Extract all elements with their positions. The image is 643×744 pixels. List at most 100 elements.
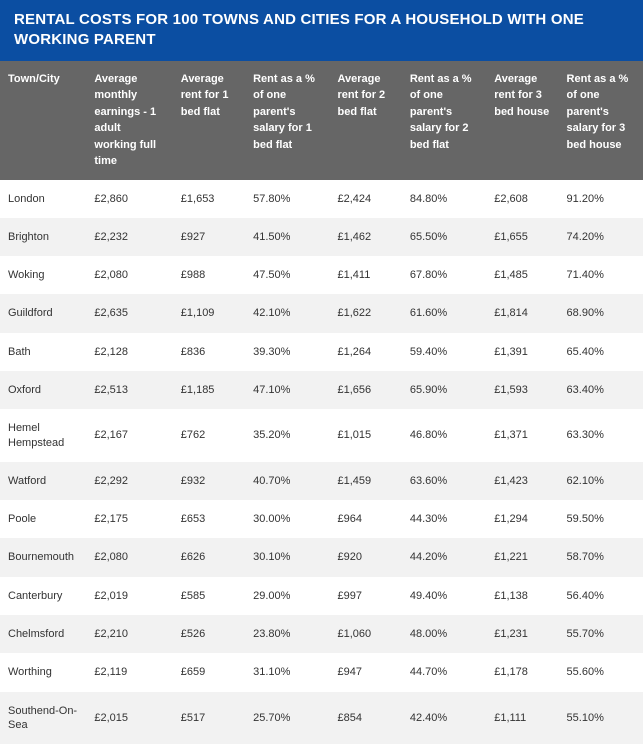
column-header: Town/City — [0, 61, 86, 180]
table-cell: 49.40% — [402, 577, 486, 615]
table-row: Canterbury£2,019£58529.00%£99749.40%£1,1… — [0, 577, 643, 615]
table-cell: Woking — [0, 256, 86, 294]
table-cell: £2,513 — [86, 371, 172, 409]
table-cell: £1,231 — [486, 615, 558, 653]
table-cell: £653 — [173, 500, 245, 538]
table-cell: £947 — [330, 653, 402, 691]
table-cell: 68.90% — [559, 294, 643, 332]
table-cell: £2,232 — [86, 218, 172, 256]
table-cell: £920 — [330, 538, 402, 576]
table-row: Chelmsford£2,210£52623.80%£1,06048.00%£1… — [0, 615, 643, 653]
table-cell: £2,608 — [486, 180, 558, 218]
table-cell: £854 — [330, 692, 402, 744]
column-header: Rent as a % of one parent's salary for 3… — [559, 61, 643, 180]
table-cell: London — [0, 180, 86, 218]
table-cell: Guildford — [0, 294, 86, 332]
table-cell: Worthing — [0, 653, 86, 691]
table-cell: £626 — [173, 538, 245, 576]
table-cell: £1,111 — [486, 692, 558, 744]
table-cell: 71.40% — [559, 256, 643, 294]
table-cell: 35.20% — [245, 409, 329, 462]
table-row: Bath£2,128£83639.30%£1,26459.40%£1,39165… — [0, 333, 643, 371]
table-cell: £836 — [173, 333, 245, 371]
table-cell: £1,593 — [486, 371, 558, 409]
header-row: Town/CityAverage monthly earnings - 1 ad… — [0, 61, 643, 180]
table-cell: £2,175 — [86, 500, 172, 538]
table-cell: £1,109 — [173, 294, 245, 332]
table-cell: 46.80% — [402, 409, 486, 462]
table-cell: £2,635 — [86, 294, 172, 332]
table-cell: £2,167 — [86, 409, 172, 462]
table-cell: Canterbury — [0, 577, 86, 615]
table-cell: £1,060 — [330, 615, 402, 653]
table-row: Guildford£2,635£1,10942.10%£1,62261.60%£… — [0, 294, 643, 332]
table-row: Bournemouth£2,080£62630.10%£92044.20%£1,… — [0, 538, 643, 576]
column-header: Average rent for 2 bed flat — [330, 61, 402, 180]
table-cell: £1,622 — [330, 294, 402, 332]
table-cell: 57.80% — [245, 180, 329, 218]
table-row: London£2,860£1,65357.80%£2,42484.80%£2,6… — [0, 180, 643, 218]
column-header: Rent as a % of one parent's salary for 2… — [402, 61, 486, 180]
table-cell: £1,655 — [486, 218, 558, 256]
table-cell: 39.30% — [245, 333, 329, 371]
table-row: Southend-On-Sea£2,015£51725.70%£85442.40… — [0, 692, 643, 744]
table-cell: 59.50% — [559, 500, 643, 538]
table-cell: £1,221 — [486, 538, 558, 576]
table-cell: 63.40% — [559, 371, 643, 409]
table-cell: Chelmsford — [0, 615, 86, 653]
table-cell: 40.70% — [245, 462, 329, 500]
table-cell: £1,391 — [486, 333, 558, 371]
table-cell: £2,128 — [86, 333, 172, 371]
table-cell: Brighton — [0, 218, 86, 256]
table-cell: 30.10% — [245, 538, 329, 576]
table-cell: 47.50% — [245, 256, 329, 294]
table-row: Oxford£2,513£1,18547.10%£1,65665.90%£1,5… — [0, 371, 643, 409]
table-cell: 42.10% — [245, 294, 329, 332]
table-cell: £2,015 — [86, 692, 172, 744]
table-cell: Hemel Hempstead — [0, 409, 86, 462]
column-header: Average rent for 3 bed house — [486, 61, 558, 180]
table-cell: £2,119 — [86, 653, 172, 691]
table-cell: 65.50% — [402, 218, 486, 256]
column-header: Average monthly earnings - 1 adult worki… — [86, 61, 172, 180]
table-cell: 55.60% — [559, 653, 643, 691]
table-cell: £1,371 — [486, 409, 558, 462]
table-head: Town/CityAverage monthly earnings - 1 ad… — [0, 61, 643, 180]
table-cell: 44.30% — [402, 500, 486, 538]
table-cell: £1,653 — [173, 180, 245, 218]
table-cell: £2,424 — [330, 180, 402, 218]
table-cell: £1,294 — [486, 500, 558, 538]
table-cell: 47.10% — [245, 371, 329, 409]
table-cell: 62.10% — [559, 462, 643, 500]
table-cell: Oxford — [0, 371, 86, 409]
table-row: Hemel Hempstead£2,167£76235.20%£1,01546.… — [0, 409, 643, 462]
table-cell: 59.40% — [402, 333, 486, 371]
table-cell: 65.40% — [559, 333, 643, 371]
table-cell: £964 — [330, 500, 402, 538]
table-cell: £1,462 — [330, 218, 402, 256]
table-cell: Bath — [0, 333, 86, 371]
table-cell: 63.30% — [559, 409, 643, 462]
rental-costs-table: Town/CityAverage monthly earnings - 1 ad… — [0, 61, 643, 744]
table-cell: £1,015 — [330, 409, 402, 462]
table-cell: 65.90% — [402, 371, 486, 409]
table-cell: 44.70% — [402, 653, 486, 691]
table-cell: 25.70% — [245, 692, 329, 744]
column-header: Average rent for 1 bed flat — [173, 61, 245, 180]
table-cell: £1,423 — [486, 462, 558, 500]
table-cell: 67.80% — [402, 256, 486, 294]
table-cell: Poole — [0, 500, 86, 538]
table-cell: £1,485 — [486, 256, 558, 294]
table-cell: £927 — [173, 218, 245, 256]
table-row: Worthing£2,119£65931.10%£94744.70%£1,178… — [0, 653, 643, 691]
table-cell: £2,292 — [86, 462, 172, 500]
table-cell: £1,459 — [330, 462, 402, 500]
table-row: Poole£2,175£65330.00%£96444.30%£1,29459.… — [0, 500, 643, 538]
table-cell: £585 — [173, 577, 245, 615]
table-cell: £517 — [173, 692, 245, 744]
table-cell: 41.50% — [245, 218, 329, 256]
table-cell: 29.00% — [245, 577, 329, 615]
table-cell: 74.20% — [559, 218, 643, 256]
table-cell: 63.60% — [402, 462, 486, 500]
table-cell: £526 — [173, 615, 245, 653]
